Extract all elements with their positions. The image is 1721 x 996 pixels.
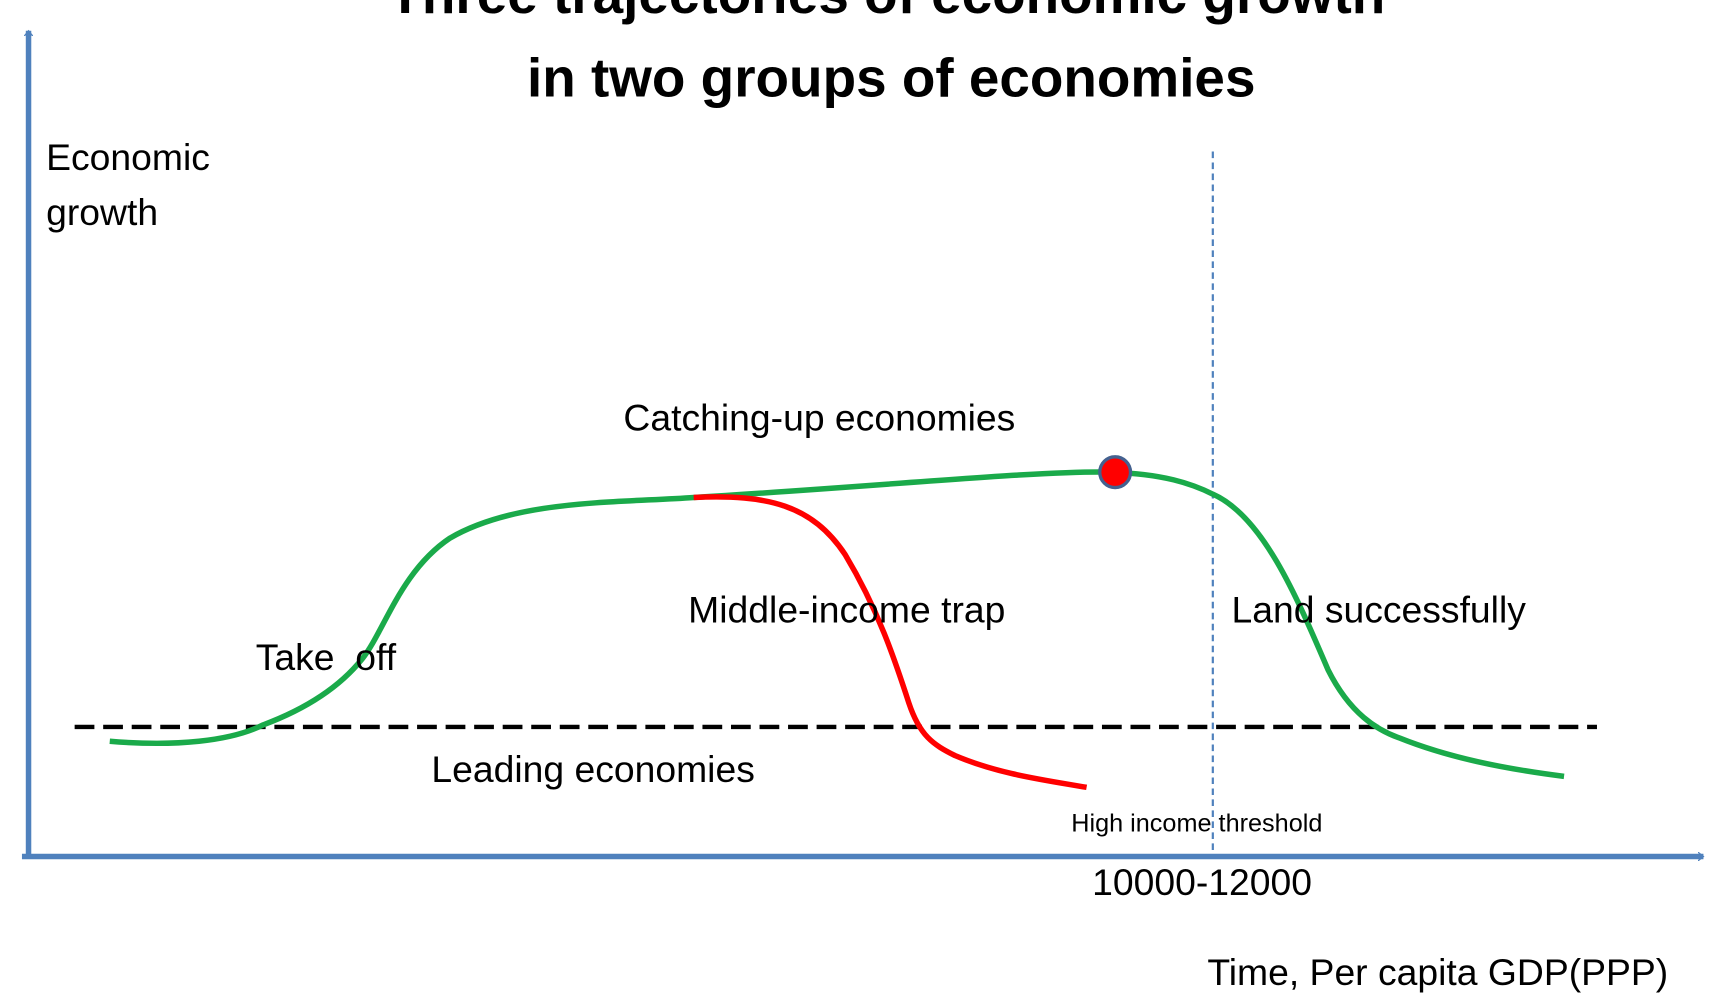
curve-label: Take off bbox=[256, 636, 397, 678]
curve-label: Catching-up economies bbox=[623, 396, 1015, 438]
x-axis-label: Time, Per capita GDP(PPP) bbox=[1207, 951, 1668, 993]
threshold-value: 10000-12000 bbox=[1092, 861, 1312, 903]
curve-label: Leading economies bbox=[431, 748, 755, 790]
y-axis-label: growth bbox=[46, 191, 158, 233]
title-line: in two groups of economies bbox=[527, 47, 1255, 109]
title-line: Three trajectories of economic growth bbox=[388, 0, 1385, 25]
curve-label: Land successfully bbox=[1231, 589, 1526, 631]
curve-label: Middle-income trap bbox=[688, 589, 1005, 631]
catching-up-curve bbox=[109, 469, 1565, 780]
threshold-label: High income threshold bbox=[1071, 809, 1322, 837]
trap-curve bbox=[693, 494, 1088, 791]
turning-point bbox=[1098, 455, 1133, 490]
y-axis-label: Economic bbox=[46, 136, 210, 178]
